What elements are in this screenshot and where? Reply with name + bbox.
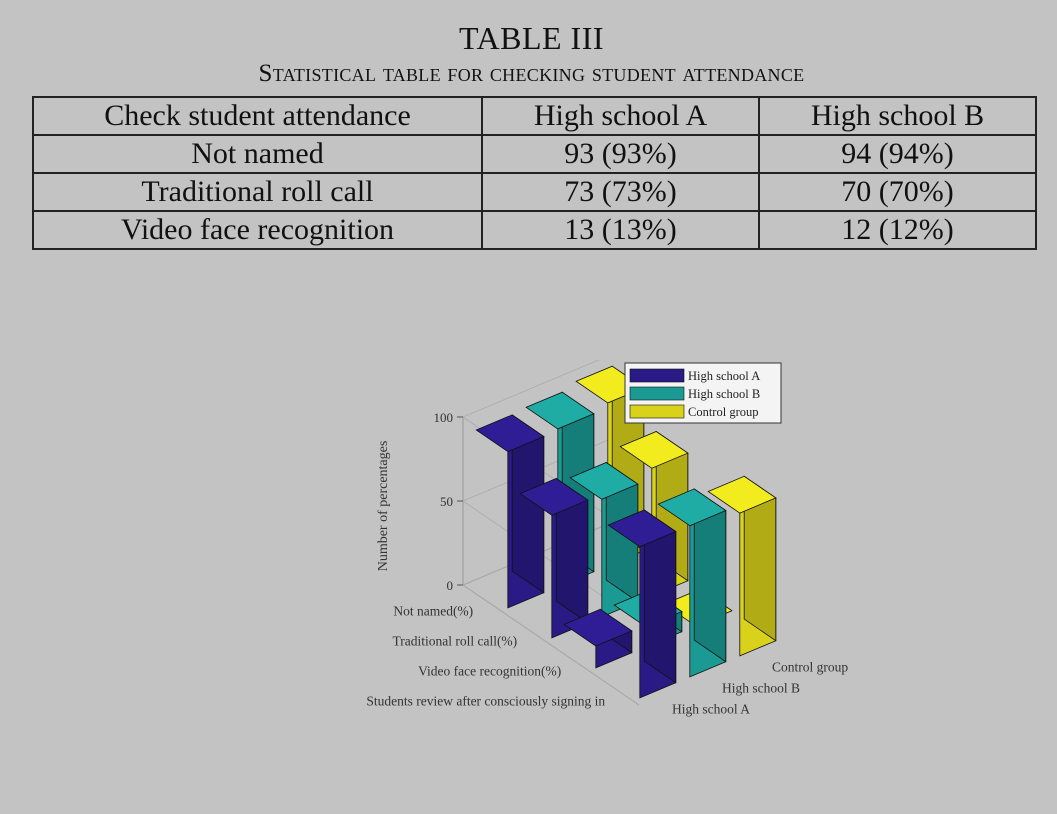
- table-subtitle: Statistical table for checking student a…: [258, 60, 805, 87]
- category-label: Not named(%): [393, 604, 473, 619]
- table-header-cell: High school A: [481, 96, 760, 136]
- table-row: Traditional roll call 73 (73%) 70 (70%): [32, 172, 1037, 212]
- y-tick-label: 100: [434, 410, 454, 425]
- series-axis-label: High school A: [672, 702, 750, 717]
- bar-top-face: [563, 608, 633, 647]
- table-cell: 12 (12%): [758, 210, 1037, 250]
- table-title: TABLE III: [459, 20, 604, 56]
- category-label: Students review after consciously signin…: [366, 694, 605, 709]
- grid-line: [462, 360, 600, 418]
- table-cell: 73 (73%): [481, 172, 760, 212]
- grid-line: [462, 584, 640, 706]
- attendance-table: Check student attendance High school A H…: [32, 96, 1037, 250]
- table-header-cell: High school B: [758, 96, 1037, 136]
- legend-swatch: [629, 386, 685, 401]
- table-row: Not named 93 (93%) 94 (94%): [32, 134, 1037, 174]
- bar-top-face: [475, 414, 545, 453]
- table-cell: 13 (13%): [481, 210, 760, 250]
- table-cell: Video face recognition: [32, 210, 483, 250]
- bar-top-face: [519, 478, 589, 516]
- bar-top-face: [707, 475, 777, 514]
- legend-swatch: [629, 404, 685, 419]
- legend-entry: Control group: [688, 405, 758, 419]
- bar-top-face: [619, 431, 689, 469]
- bar-top-face: [657, 488, 727, 527]
- chart-legend: High school A High school B Control group: [624, 362, 782, 424]
- series-axis-label: Control group: [772, 660, 848, 675]
- bar-top-face: [607, 509, 677, 548]
- category-label: Traditional roll call(%): [392, 634, 517, 649]
- table-row: Video face recognition 13 (13%) 12 (12%): [32, 210, 1037, 250]
- bar-high-school-a: [519, 477, 589, 639]
- bar-top-face: [525, 391, 595, 430]
- bar-high-school-a: [475, 414, 545, 609]
- table-cell: 93 (93%): [481, 134, 760, 174]
- legend-entry: High school A: [688, 369, 760, 383]
- table-cell: Not named: [32, 134, 483, 174]
- bar-high-school-a: [607, 509, 677, 699]
- legend-entry: High school B: [688, 387, 760, 401]
- bar-control-group: [707, 475, 777, 657]
- table-cell: 70 (70%): [758, 172, 1037, 212]
- bar-high-school-b: [657, 488, 727, 678]
- attendance-3d-bar-chart: 0 50 100 Number of percentages Not named(%) T…: [366, 360, 848, 717]
- table-cell: 94 (94%): [758, 134, 1037, 174]
- table-header-cell: Check student attendance: [32, 96, 483, 136]
- y-axis-label: Number of percentages: [376, 441, 391, 572]
- y-tick-label: 50: [440, 494, 453, 509]
- category-label: Video face recognition(%): [418, 664, 561, 679]
- bars: [475, 365, 777, 699]
- legend-swatch: [629, 368, 685, 383]
- bar-top-face: [569, 462, 639, 500]
- series-axis-label: High school B: [722, 681, 800, 696]
- table-cell: Traditional roll call: [32, 172, 483, 212]
- bar-high-school-a: [563, 608, 633, 669]
- y-tick-label: 0: [447, 578, 454, 593]
- table-header-row: Check student attendance High school A H…: [32, 96, 1037, 136]
